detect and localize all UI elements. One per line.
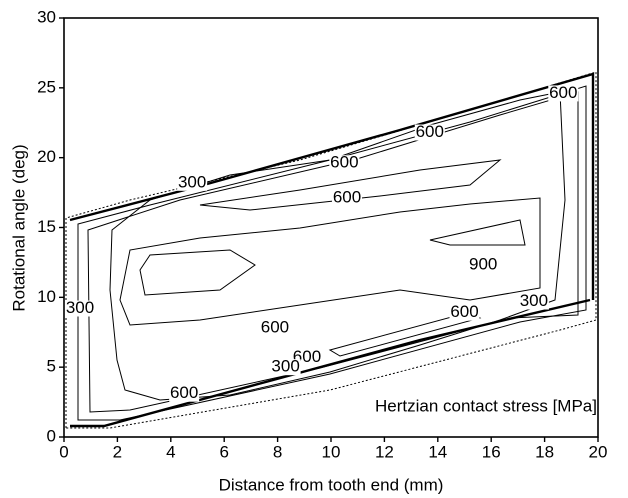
contour-label: 300 [271, 357, 299, 376]
x-tick-label: 10 [322, 442, 341, 461]
boundary [65, 71, 597, 429]
x-tick-label: 0 [59, 442, 68, 461]
contour-label: 600 [333, 188, 361, 207]
contour-label: 600 [450, 302, 478, 321]
x-tick-label: 2 [113, 442, 122, 461]
contour-label-bg [449, 304, 480, 321]
contour-line [77, 85, 587, 421]
annotation: Hertzian contact stress [MPa] [375, 396, 597, 415]
y-tick-label: 20 [37, 147, 56, 166]
contour-label: 600 [416, 122, 444, 141]
y-tick-label: 25 [37, 77, 56, 96]
x-tick-label: 12 [375, 442, 394, 461]
y-tick-label: 5 [47, 357, 56, 376]
x-tick-label: 18 [535, 442, 554, 461]
contour-label-bg [548, 85, 579, 102]
contour-label: 600 [261, 318, 289, 337]
contour-label: 600 [170, 383, 198, 402]
x-tick-label: 4 [166, 442, 175, 461]
y-axis-label: Rotational angle (deg) [9, 144, 28, 311]
contour-label-bg [332, 190, 363, 207]
contour-line [328, 311, 482, 357]
x-tick-label: 16 [482, 442, 501, 461]
contour-line [199, 159, 502, 211]
x-axis-label: Distance from tooth end (mm) [219, 475, 444, 494]
contour-label-bg [270, 359, 301, 376]
contour-label-bg [177, 174, 208, 191]
x-tick-label: 6 [219, 442, 228, 461]
y-tick-label: 10 [37, 287, 56, 306]
contour-line [139, 249, 256, 296]
contour-line [69, 72, 595, 428]
y-tick-label: 0 [47, 426, 56, 445]
contour-label: 600 [330, 153, 358, 172]
contour-label-bg [259, 320, 290, 337]
contour-label-bg [65, 300, 96, 317]
contour-field [65, 71, 597, 429]
y-tick-label: 30 [37, 7, 56, 26]
contour-label-bg [414, 124, 445, 141]
contour-label: 600 [549, 83, 577, 102]
contour-label: 900 [469, 255, 497, 274]
x-tick-label: 14 [428, 442, 447, 461]
contour-label-bg [518, 293, 549, 310]
contour-line [109, 91, 566, 401]
y-tick-label: 15 [37, 217, 56, 236]
contour-line [429, 219, 526, 246]
x-tick-label: 8 [273, 442, 282, 461]
contour-label-bg [468, 257, 499, 274]
contour-label: 300 [520, 291, 548, 310]
x-tick-label: 20 [589, 442, 608, 461]
contour-label: 300 [178, 172, 206, 191]
contour-label-bg [329, 155, 360, 172]
contour-label: 300 [66, 298, 94, 317]
contour-label-bg [169, 385, 200, 402]
contour-line [119, 197, 541, 326]
